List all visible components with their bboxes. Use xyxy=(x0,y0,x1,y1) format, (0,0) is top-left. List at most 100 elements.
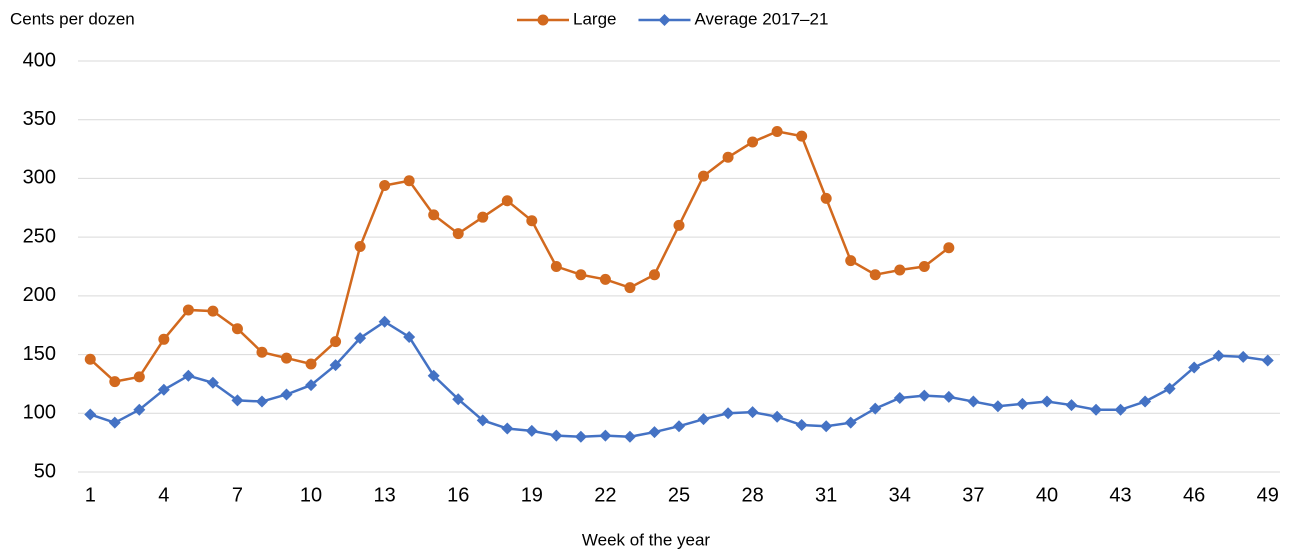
y-tick-label: 50 xyxy=(34,460,56,482)
point xyxy=(1188,361,1201,374)
series-line xyxy=(89,320,1268,439)
x-tick-label: 43 xyxy=(1109,484,1131,506)
point xyxy=(869,402,882,415)
point xyxy=(722,407,735,420)
point xyxy=(158,333,170,345)
point xyxy=(550,261,562,272)
x-tick-label: 7 xyxy=(232,484,243,506)
point xyxy=(1212,349,1225,362)
point xyxy=(550,429,563,442)
y-tick-label: 150 xyxy=(23,343,56,365)
point xyxy=(1016,397,1029,410)
point xyxy=(452,393,465,406)
x-tick-label: 46 xyxy=(1183,484,1205,506)
point xyxy=(182,369,195,382)
point xyxy=(697,413,710,426)
point xyxy=(281,352,293,364)
x-tick-label: 25 xyxy=(668,484,690,506)
point xyxy=(943,242,955,254)
x-tick-label: 1 xyxy=(85,484,96,506)
point xyxy=(1090,403,1103,416)
point xyxy=(403,175,415,187)
point xyxy=(1261,354,1274,367)
point xyxy=(525,424,538,437)
legend-label: Average 2017–21 xyxy=(694,9,828,28)
point xyxy=(452,228,464,240)
point xyxy=(329,359,342,372)
y-tick-label: 100 xyxy=(23,402,56,424)
x-tick-label: 40 xyxy=(1036,484,1058,506)
x-tick-label: 4 xyxy=(158,484,169,506)
x-tick-label: 28 xyxy=(741,484,763,506)
point xyxy=(255,395,268,408)
point xyxy=(673,420,685,433)
point xyxy=(771,410,784,423)
x-tick-label: 31 xyxy=(815,484,837,506)
point xyxy=(599,273,611,285)
point xyxy=(844,416,857,429)
point xyxy=(599,429,612,442)
point xyxy=(108,416,121,429)
x-tick-label: 34 xyxy=(889,484,911,506)
point xyxy=(845,255,857,267)
point xyxy=(280,388,293,401)
point xyxy=(182,304,194,316)
point xyxy=(256,346,268,358)
point xyxy=(501,422,514,435)
x-tick-label: 16 xyxy=(447,484,469,506)
point xyxy=(305,358,317,370)
point xyxy=(477,211,489,223)
point xyxy=(1040,395,1053,408)
point xyxy=(648,269,660,281)
point xyxy=(820,192,832,204)
point xyxy=(378,315,391,328)
point xyxy=(379,179,391,191)
point xyxy=(648,426,661,439)
point xyxy=(698,170,710,182)
point xyxy=(1139,395,1152,408)
point xyxy=(942,390,955,403)
point xyxy=(967,395,980,408)
point xyxy=(869,269,881,281)
point xyxy=(624,282,636,294)
x-tick-label: 19 xyxy=(521,484,543,506)
point xyxy=(722,151,734,163)
point xyxy=(894,264,906,276)
point xyxy=(1114,403,1127,416)
point xyxy=(526,215,538,227)
x-tick-label: 37 xyxy=(962,484,984,506)
point xyxy=(109,376,121,388)
point xyxy=(820,420,833,433)
point xyxy=(673,219,685,231)
legend-marker xyxy=(658,14,671,26)
point xyxy=(354,332,367,345)
y-tick-label: 200 xyxy=(23,284,56,306)
x-tick-label: 10 xyxy=(300,484,322,506)
point xyxy=(354,241,366,253)
point xyxy=(84,353,96,365)
point xyxy=(574,430,587,443)
point xyxy=(403,330,416,343)
y-tick-label: 400 xyxy=(23,49,56,71)
point xyxy=(428,209,440,221)
point xyxy=(207,305,219,317)
point xyxy=(796,130,808,142)
point xyxy=(305,379,318,392)
x-tick-label: 49 xyxy=(1257,484,1279,506)
y-tick-label: 300 xyxy=(23,167,56,189)
point xyxy=(157,383,170,396)
y-tick-label: 350 xyxy=(23,108,56,130)
point xyxy=(918,261,930,272)
point xyxy=(918,389,931,402)
legend-label: Large xyxy=(573,9,616,28)
y-axis-label: Cents per dozen xyxy=(10,9,135,28)
point xyxy=(1237,350,1250,363)
point xyxy=(746,406,759,419)
point xyxy=(623,430,636,443)
x-tick-label: 13 xyxy=(374,484,396,506)
point xyxy=(427,369,440,382)
point xyxy=(747,136,759,148)
point xyxy=(84,408,97,421)
